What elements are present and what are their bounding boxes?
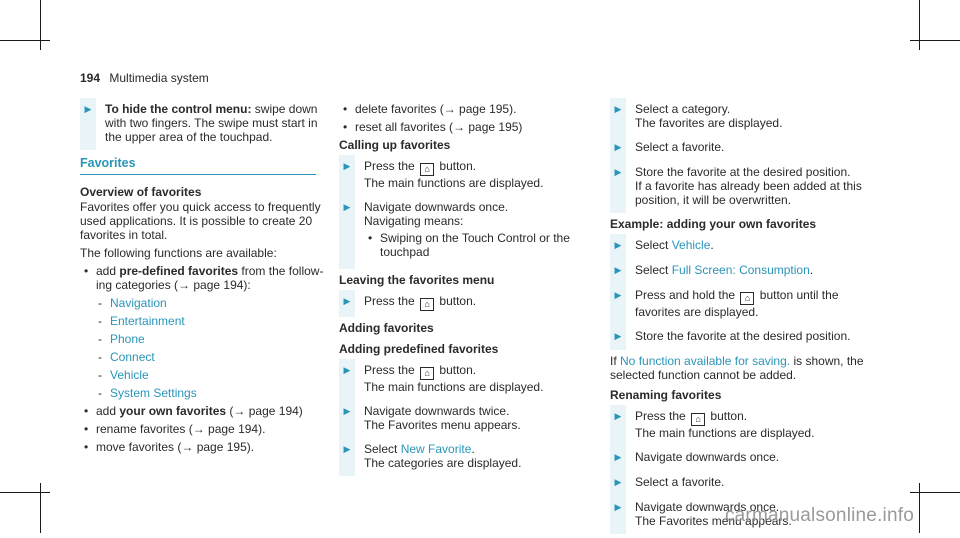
step: ▶ Select Full Screen: Consumption. xyxy=(610,259,875,284)
functions-intro: The following functions are available: xyxy=(80,246,277,260)
calling-heading: Calling up favorites xyxy=(339,138,451,152)
arrow-icon: ▶ xyxy=(343,444,351,454)
step: ▶ Navigate downwards once. The Favorites … xyxy=(610,496,875,534)
step: ▶ Navigate downwards once. xyxy=(610,446,875,471)
step: ▶ Navigate downwards twice. The Favorites… xyxy=(339,400,589,438)
list-item: • delete favorites (→ page 195). xyxy=(343,102,517,116)
vehicle-link[interactable]: Vehicle xyxy=(671,238,711,252)
home-icon: ⌂ xyxy=(420,367,435,380)
crop-mark xyxy=(40,0,41,50)
list-item: • reset all favorites (→ page 195) xyxy=(343,120,523,134)
arrow-icon: ▶ xyxy=(614,477,622,487)
arrow-icon: ▶ xyxy=(614,167,622,177)
crop-mark xyxy=(910,40,960,41)
arrow-icon: ▶ xyxy=(614,240,622,250)
step: ▶ Store the favorite at the desired posi… xyxy=(610,161,875,213)
arrow-icon: ▶ xyxy=(614,290,622,300)
list-item: • rename favorites (→ page 194). xyxy=(84,422,266,436)
step: ▶ Press the ⌂ button. The main functions … xyxy=(339,359,589,400)
home-icon: ⌂ xyxy=(740,292,755,305)
arrow-icon: ▶ xyxy=(84,104,92,114)
list-item: • add pre-defined favorites from the foll… xyxy=(80,264,325,400)
arrow-icon: ▶ xyxy=(614,104,622,114)
step: ▶ Select a category. The favorites are di… xyxy=(610,98,875,136)
column-1: ▶ To hide the control menu: swipe down w… xyxy=(80,98,325,458)
list-item: • add your own favorites (→ page 194) xyxy=(84,404,303,418)
section-name: Multimedia system xyxy=(109,71,209,85)
step: ▶ Select a favorite. xyxy=(610,136,875,161)
list-item: • move favorites (→ page 195). xyxy=(84,440,255,454)
step-hide-menu: ▶ To hide the control menu: swipe down w… xyxy=(80,98,325,150)
arrow-icon: ▶ xyxy=(614,502,622,512)
step: ▶ Press and hold the ⌂ button until the … xyxy=(610,284,875,325)
column-3: ▶ Select a category. The favorites are di… xyxy=(610,98,875,538)
no-function-note: If No function available for saving. is … xyxy=(610,354,864,382)
crop-mark xyxy=(910,492,960,493)
crop-mark xyxy=(0,492,50,493)
section-favorites: Favorites xyxy=(80,156,316,175)
step: ▶ Select New Favorite. The categories are… xyxy=(339,438,589,476)
step: ▶ Press the ⌂ button. xyxy=(339,290,589,317)
arrow-icon: ▶ xyxy=(614,452,622,462)
arrow-icon: ▶ xyxy=(343,161,351,171)
crop-mark xyxy=(919,483,920,533)
step: ▶ Navigate downwards once. Navigating mea… xyxy=(339,196,589,269)
list-item: • Swiping on the Touch Control or the tou… xyxy=(368,231,570,259)
category-system-settings[interactable]: - System Settings xyxy=(98,386,197,400)
step: ▶ Select a favorite. xyxy=(610,471,875,496)
arrow-icon: ▶ xyxy=(343,296,351,306)
arrow-icon: ▶ xyxy=(343,365,351,375)
category-entertainment[interactable]: - Entertainment xyxy=(98,314,185,328)
step: ▶ Press the ⌂ button. The main functions … xyxy=(610,405,875,446)
page-header: 194 Multimedia system xyxy=(80,71,209,85)
arrow-icon: ▶ xyxy=(343,202,351,212)
renaming-heading: Renaming favorites xyxy=(610,388,722,402)
step: ▶ Press the ⌂ button. The main functions … xyxy=(339,155,589,196)
column-2: • delete favorites (→ page 195). • reset a… xyxy=(339,102,589,480)
arrow-icon: ▶ xyxy=(614,411,622,421)
adding-predef-heading: Adding predefined favorites xyxy=(339,342,499,356)
categories-list: - Navigation - Entertainment - Phone - Conne… xyxy=(80,296,325,400)
arrow-icon: ▶ xyxy=(614,142,622,152)
crop-mark xyxy=(40,483,41,533)
category-connect[interactable]: - Connect xyxy=(98,350,155,364)
overview-text: Favorites offer you quick access to freq… xyxy=(80,200,321,242)
home-icon: ⌂ xyxy=(420,298,435,311)
new-favorite-link[interactable]: New Favorite xyxy=(400,442,472,456)
page-number: 194 xyxy=(80,71,101,85)
category-vehicle[interactable]: - Vehicle xyxy=(98,368,149,382)
watermark: carmanualsonline.info xyxy=(724,505,914,526)
overview-heading: Overview of favorites xyxy=(80,185,202,199)
step: ▶ Select Vehicle. xyxy=(610,234,875,259)
leaving-heading: Leaving the favorites menu xyxy=(339,273,495,287)
functions-list-cont: • delete favorites (→ page 195). • reset a… xyxy=(339,102,589,134)
arrow-icon: ▶ xyxy=(343,406,351,416)
crop-mark xyxy=(0,40,50,41)
home-icon: ⌂ xyxy=(420,163,435,176)
step: ▶ Store the favorite at the desired posi… xyxy=(610,325,875,350)
home-icon: ⌂ xyxy=(691,413,706,426)
crop-mark xyxy=(919,0,920,50)
full-screen-link[interactable]: Full Screen: Consumption xyxy=(671,263,810,277)
functions-list: • add pre-defined favorites from the foll… xyxy=(80,264,325,454)
arrow-icon: ▶ xyxy=(614,331,622,341)
category-phone[interactable]: - Phone xyxy=(98,332,145,346)
adding-heading: Adding favorites xyxy=(339,321,434,335)
arrow-icon: ▶ xyxy=(614,265,622,275)
example-heading: Example: adding your own favorites xyxy=(610,217,817,231)
category-navigation[interactable]: - Navigation xyxy=(98,296,167,310)
